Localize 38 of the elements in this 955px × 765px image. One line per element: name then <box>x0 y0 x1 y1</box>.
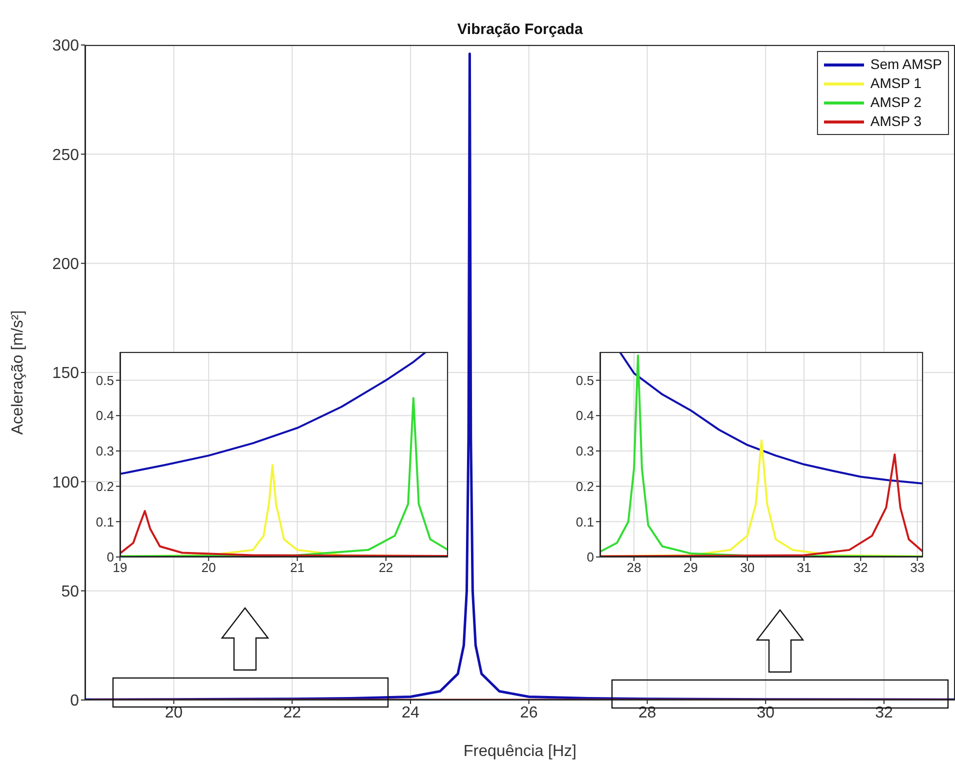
y-tick-label: 0.5 <box>96 372 114 388</box>
legend-label: Sem AMSP <box>870 55 942 74</box>
x-tick-label: 30 <box>740 560 755 576</box>
x-tick-label: 33 <box>910 560 925 576</box>
y-tick-label: 100 <box>52 474 80 492</box>
x-tick-label: 28 <box>626 560 642 576</box>
legend-label: AMSP 2 <box>870 93 922 112</box>
y-tick-label: 300 <box>52 38 80 55</box>
legend-label: AMSP 3 <box>870 112 922 131</box>
y-tick-label: 200 <box>52 256 80 274</box>
y-tick-label: 0.1 <box>576 514 594 530</box>
x-tick-label: 20 <box>201 560 216 576</box>
y-tick-label: 0 <box>586 550 594 565</box>
x-tick-label: 19 <box>112 560 128 576</box>
y-tick-label: 50 <box>61 584 80 601</box>
x-tick-label: 32 <box>853 560 868 576</box>
x-tick-label: 21 <box>290 560 305 576</box>
x-tick-label: 22 <box>378 560 394 576</box>
chart-title: Vibração Forçada <box>456 21 584 38</box>
y-tick-label: 0.1 <box>96 514 114 530</box>
y-tick-label: 0.3 <box>576 444 594 459</box>
y-tick-label: 0.4 <box>96 408 114 424</box>
x-tick-label: 26 <box>520 704 538 722</box>
y-axis-title: Aceleração [m/s²] <box>10 310 27 435</box>
y-tick-label: 150 <box>52 365 80 382</box>
y-tick-label: 0 <box>70 692 80 710</box>
x-tick-label: 24 <box>402 704 420 722</box>
y-tick-label: 0.2 <box>96 478 114 494</box>
y-tick-label: 0.2 <box>576 478 594 494</box>
y-tick-label: 250 <box>52 146 80 164</box>
y-tick-label: 0 <box>106 550 114 565</box>
y-tick-label: 0.3 <box>96 444 114 459</box>
x-tick-label: 29 <box>683 560 698 576</box>
y-tick-label: 0.5 <box>576 372 594 388</box>
legend-label: AMSP 1 <box>870 74 922 93</box>
y-tick-label: 0.4 <box>576 408 594 424</box>
x-tick-label: 31 <box>796 560 812 576</box>
x-axis-title: Frequência [Hz] <box>464 743 576 760</box>
